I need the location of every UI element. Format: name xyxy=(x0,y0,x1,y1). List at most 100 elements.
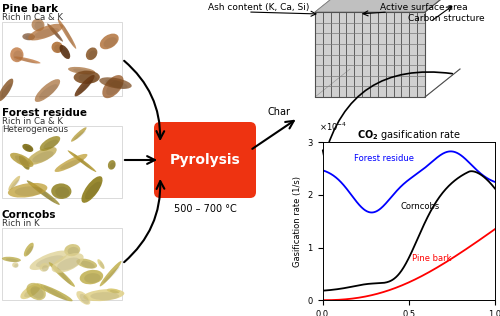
Y-axis label: Gasification rate (1/s): Gasification rate (1/s) xyxy=(293,176,302,267)
Text: Corncobs: Corncobs xyxy=(400,202,440,210)
Bar xyxy=(2,228,122,300)
Ellipse shape xyxy=(24,243,34,257)
Ellipse shape xyxy=(34,184,55,203)
Ellipse shape xyxy=(64,244,80,256)
Ellipse shape xyxy=(26,180,60,205)
Ellipse shape xyxy=(104,266,120,283)
Ellipse shape xyxy=(62,48,70,58)
Ellipse shape xyxy=(104,37,117,48)
Ellipse shape xyxy=(42,265,48,271)
Ellipse shape xyxy=(71,127,86,142)
Ellipse shape xyxy=(51,27,61,40)
Title: $\bf{CO_2}$ gasification rate: $\bf{CO_2}$ gasification rate xyxy=(356,128,461,142)
Ellipse shape xyxy=(78,80,93,94)
FancyBboxPatch shape xyxy=(154,122,256,198)
Text: Rich in K: Rich in K xyxy=(2,219,40,228)
Text: Corncobs: Corncobs xyxy=(2,210,56,220)
Ellipse shape xyxy=(22,158,29,169)
Ellipse shape xyxy=(44,140,59,149)
Ellipse shape xyxy=(27,147,56,165)
Ellipse shape xyxy=(80,261,95,268)
Text: $\times10^{-4}$: $\times10^{-4}$ xyxy=(319,120,347,133)
Ellipse shape xyxy=(84,289,124,301)
Ellipse shape xyxy=(26,283,46,300)
Ellipse shape xyxy=(48,262,75,287)
Ellipse shape xyxy=(10,153,34,167)
Ellipse shape xyxy=(54,266,72,285)
Ellipse shape xyxy=(0,79,14,101)
Ellipse shape xyxy=(76,258,97,269)
Ellipse shape xyxy=(76,291,90,305)
Ellipse shape xyxy=(54,154,88,172)
Ellipse shape xyxy=(85,182,101,199)
Ellipse shape xyxy=(82,176,102,203)
Ellipse shape xyxy=(58,19,76,49)
Ellipse shape xyxy=(30,286,44,299)
Ellipse shape xyxy=(100,77,132,89)
Ellipse shape xyxy=(100,33,118,49)
Ellipse shape xyxy=(0,83,12,99)
FancyArrowPatch shape xyxy=(322,72,452,157)
Ellipse shape xyxy=(78,74,97,83)
Ellipse shape xyxy=(51,183,72,199)
Ellipse shape xyxy=(52,42,63,53)
Text: 500 – 700 °C: 500 – 700 °C xyxy=(174,204,236,214)
Ellipse shape xyxy=(107,289,120,293)
Ellipse shape xyxy=(25,35,34,40)
Ellipse shape xyxy=(74,75,94,96)
Text: Pine bark: Pine bark xyxy=(412,254,452,263)
Ellipse shape xyxy=(40,136,60,151)
Text: Rich in Ca & K: Rich in Ca & K xyxy=(2,117,63,126)
Ellipse shape xyxy=(84,273,100,283)
Ellipse shape xyxy=(108,160,116,170)
Ellipse shape xyxy=(28,24,63,40)
Ellipse shape xyxy=(35,79,60,102)
Text: Carbon structure: Carbon structure xyxy=(408,14,484,23)
Ellipse shape xyxy=(26,246,34,255)
Text: Pyrolysis: Pyrolysis xyxy=(170,153,240,167)
Ellipse shape xyxy=(6,258,19,263)
Ellipse shape xyxy=(102,75,124,98)
Ellipse shape xyxy=(80,270,103,284)
Ellipse shape xyxy=(52,253,84,273)
Ellipse shape xyxy=(8,176,20,190)
Ellipse shape xyxy=(110,162,116,169)
Ellipse shape xyxy=(98,259,104,269)
Ellipse shape xyxy=(14,57,40,64)
Ellipse shape xyxy=(22,33,35,40)
Polygon shape xyxy=(315,0,460,12)
Ellipse shape xyxy=(20,283,41,299)
Ellipse shape xyxy=(40,263,49,272)
Text: Ash content (K, Ca, Si): Ash content (K, Ca, Si) xyxy=(208,3,310,12)
Text: Forest residue: Forest residue xyxy=(354,154,414,163)
Ellipse shape xyxy=(34,21,43,30)
Ellipse shape xyxy=(34,28,59,38)
Ellipse shape xyxy=(43,286,68,301)
Ellipse shape xyxy=(60,158,84,169)
Text: Active surface area: Active surface area xyxy=(380,3,468,12)
Ellipse shape xyxy=(15,155,30,167)
Ellipse shape xyxy=(8,183,48,198)
Ellipse shape xyxy=(74,131,86,140)
Ellipse shape xyxy=(19,155,30,170)
Ellipse shape xyxy=(68,150,96,172)
Ellipse shape xyxy=(2,257,21,262)
Text: Heterogeneous: Heterogeneous xyxy=(2,125,68,134)
Ellipse shape xyxy=(22,144,34,152)
Ellipse shape xyxy=(80,294,89,304)
Ellipse shape xyxy=(68,67,95,74)
Ellipse shape xyxy=(56,187,70,198)
Ellipse shape xyxy=(86,47,98,60)
Ellipse shape xyxy=(14,264,18,268)
Ellipse shape xyxy=(100,261,122,286)
Text: Char: Char xyxy=(268,107,291,117)
Ellipse shape xyxy=(47,23,63,42)
Ellipse shape xyxy=(32,19,44,31)
Ellipse shape xyxy=(106,80,122,95)
Ellipse shape xyxy=(24,287,39,297)
Bar xyxy=(2,22,122,96)
Ellipse shape xyxy=(62,24,74,46)
Ellipse shape xyxy=(54,44,62,52)
Ellipse shape xyxy=(12,262,18,268)
Ellipse shape xyxy=(36,255,64,267)
